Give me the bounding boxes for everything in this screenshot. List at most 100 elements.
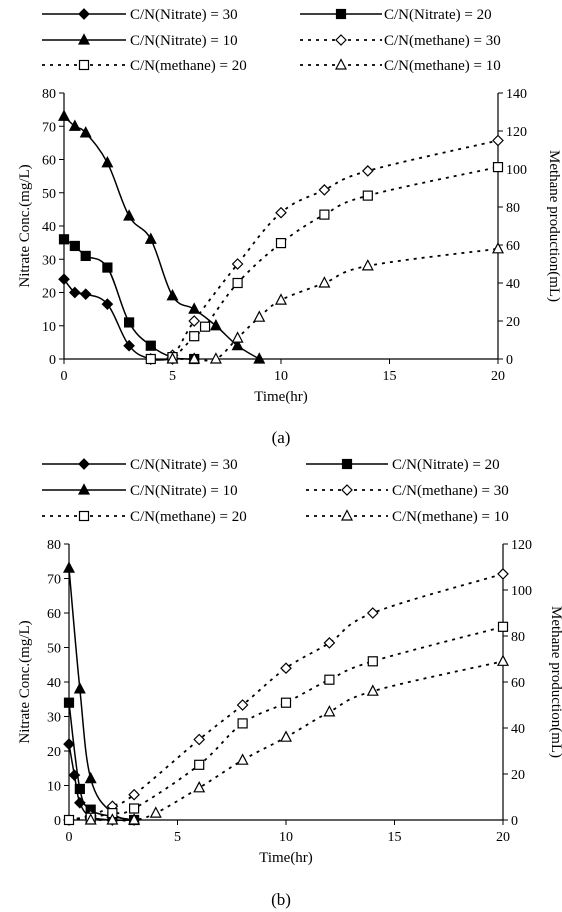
data-point: [129, 803, 140, 814]
y2-axis-title: Methane production(mL): [546, 150, 562, 302]
data-point: [58, 109, 70, 121]
series-line: [63, 278, 173, 361]
data-point: [209, 352, 222, 364]
legend-label: C/N(Nitrate) = 10: [130, 33, 238, 49]
data-point: [145, 340, 156, 351]
data-point: [362, 190, 373, 201]
y-tick-label: 50: [47, 642, 61, 657]
y-tick-label: 80: [47, 538, 61, 553]
legend-label: C/N(methane) = 30: [384, 33, 501, 49]
data-point: [492, 242, 504, 254]
data-point: [193, 733, 206, 746]
series-3: [58, 109, 266, 364]
legend-item: C/N(methane) = 20: [42, 509, 247, 525]
series-6: [84, 654, 509, 825]
data-point: [323, 705, 336, 717]
legend-item: C/N(Nitrate) = 20: [300, 7, 492, 23]
data-point: [166, 352, 179, 364]
data-point: [194, 759, 205, 770]
y2-tick-label: 0: [511, 814, 518, 829]
data-point: [84, 813, 97, 825]
y-tick-label: 20: [47, 745, 61, 760]
data-point: [318, 184, 331, 196]
y-tick-label: 60: [47, 607, 61, 622]
series-4: [63, 568, 509, 826]
data-point: [106, 813, 119, 825]
legend-label: C/N(methane) = 20: [130, 509, 247, 525]
legend-label: C/N(methane) = 10: [384, 58, 501, 74]
legend-marker: [335, 58, 347, 70]
data-point: [189, 331, 200, 342]
legend-item: C/N(methane) = 20: [42, 58, 247, 74]
data-point: [497, 568, 509, 580]
data-point: [69, 240, 80, 252]
data-point: [80, 250, 91, 262]
y-axis-title: Nitrate Conc.(mg/L): [17, 620, 33, 743]
legend-marker: [78, 483, 90, 495]
data-point: [280, 662, 292, 675]
data-point: [361, 259, 374, 271]
data-point: [69, 286, 81, 299]
y2-tick-label: 80: [511, 630, 525, 645]
legend-marker: [78, 59, 90, 71]
data-point: [236, 699, 249, 711]
y2-tick-label: 40: [511, 722, 525, 737]
y2-tick-label: 40: [506, 277, 520, 292]
y-tick-label: 40: [42, 220, 56, 235]
data-point: [68, 119, 81, 131]
data-point: [123, 339, 135, 352]
x-tick-label: 5: [174, 830, 181, 845]
x-tick-label: 15: [383, 369, 397, 384]
legend-marker: [341, 484, 353, 496]
legend-label: C/N(Nitrate) = 30: [130, 457, 238, 473]
legend-item: C/N(methane) = 10: [300, 58, 501, 74]
data-point: [275, 238, 287, 249]
legend-label: C/N(Nitrate) = 30: [130, 7, 238, 23]
data-point: [275, 206, 287, 219]
data-point: [324, 674, 335, 685]
y-tick-label: 0: [49, 353, 56, 368]
data-point: [231, 331, 244, 343]
data-point: [128, 788, 140, 801]
series-1: [58, 273, 179, 365]
y2-tick-label: 20: [506, 315, 520, 330]
data-point: [497, 621, 509, 632]
y-tick-label: 50: [42, 187, 56, 202]
data-point: [101, 298, 114, 310]
series-5: [63, 621, 509, 826]
data-point: [366, 684, 379, 696]
panel-label: (b): [271, 890, 291, 909]
data-point: [63, 561, 75, 573]
data-point: [497, 654, 509, 666]
series-line: [90, 660, 504, 822]
data-point: [236, 753, 249, 765]
data-point: [492, 162, 504, 173]
legend-marker: [78, 458, 90, 470]
data-point: [231, 338, 244, 351]
data-point: [63, 814, 75, 826]
legend-item: C/N(Nitrate) = 30: [42, 7, 238, 23]
data-point: [166, 289, 179, 301]
legend-label: C/N(methane) = 10: [392, 509, 509, 525]
y2-tick-label: 100: [506, 163, 527, 178]
data-point: [145, 353, 156, 365]
data-point: [319, 209, 330, 220]
data-point: [79, 288, 92, 301]
x-tick-label: 0: [61, 369, 68, 384]
series-5: [145, 162, 504, 365]
y2-tick-label: 120: [511, 538, 532, 553]
axes: 0 5 10 15 2001020304050607080020406080100120…: [42, 87, 527, 384]
series-6: [166, 242, 504, 364]
panel-label: (a): [272, 428, 291, 447]
legend-marker: [78, 8, 90, 20]
data-point: [144, 232, 157, 244]
data-point: [231, 258, 244, 270]
data-point: [123, 209, 136, 221]
data-point: [232, 277, 243, 289]
y2-tick-label: 60: [511, 676, 525, 691]
data-point: [280, 697, 292, 708]
y2-tick-label: 100: [511, 584, 532, 599]
y-tick-label: 40: [47, 676, 61, 691]
y2-tick-label: 60: [506, 239, 520, 254]
data-point: [63, 697, 75, 708]
